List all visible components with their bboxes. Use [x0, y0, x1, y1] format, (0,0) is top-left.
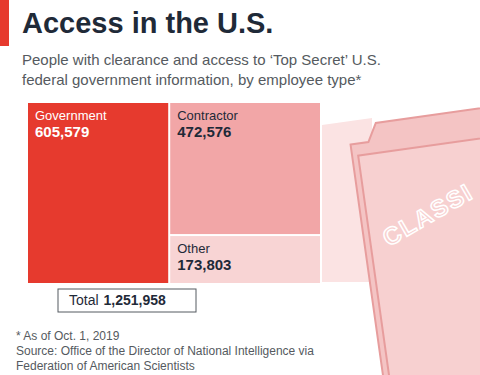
stamp: CLASSI	[378, 178, 478, 251]
category-label: Contractor	[177, 108, 238, 123]
total-value: 1,251,958	[104, 292, 166, 308]
note: * As of Oct. 1, 2019	[16, 329, 120, 343]
title-bar	[0, 0, 9, 46]
treemap-marks	[28, 103, 320, 283]
total-box	[58, 289, 196, 312]
note: Federation of American Scientists	[16, 359, 195, 373]
subtitle: federal government information, by emplo…	[22, 71, 362, 88]
folder-decoration	[322, 102, 480, 375]
folder	[348, 102, 480, 375]
data-label: 472,576	[177, 123, 231, 140]
subtitle: People with clearance and access to ‘Top…	[22, 51, 381, 68]
total-text: Total 1,251,958	[69, 292, 166, 308]
note: Source: Office of the Director of Nation…	[16, 344, 314, 358]
treemap-cell	[28, 103, 168, 283]
category-label: Government	[35, 108, 107, 123]
title: Access in the U.S.	[22, 7, 273, 39]
data-label: 173,803	[177, 256, 231, 273]
total-label: Total	[69, 292, 99, 308]
treemap-cell	[170, 236, 320, 283]
folder-front	[358, 132, 480, 375]
treemap-cell	[170, 103, 320, 234]
folder-back	[348, 102, 480, 375]
treemap-labels: Government605,579 Contractor472,576 Other1…	[35, 108, 239, 273]
category-label: Other	[177, 241, 210, 256]
total: Total 1,251,958	[58, 289, 196, 312]
data-label: 605,579	[35, 123, 89, 140]
treemap: Government605,579 Contractor472,576 Other1…	[28, 103, 320, 283]
